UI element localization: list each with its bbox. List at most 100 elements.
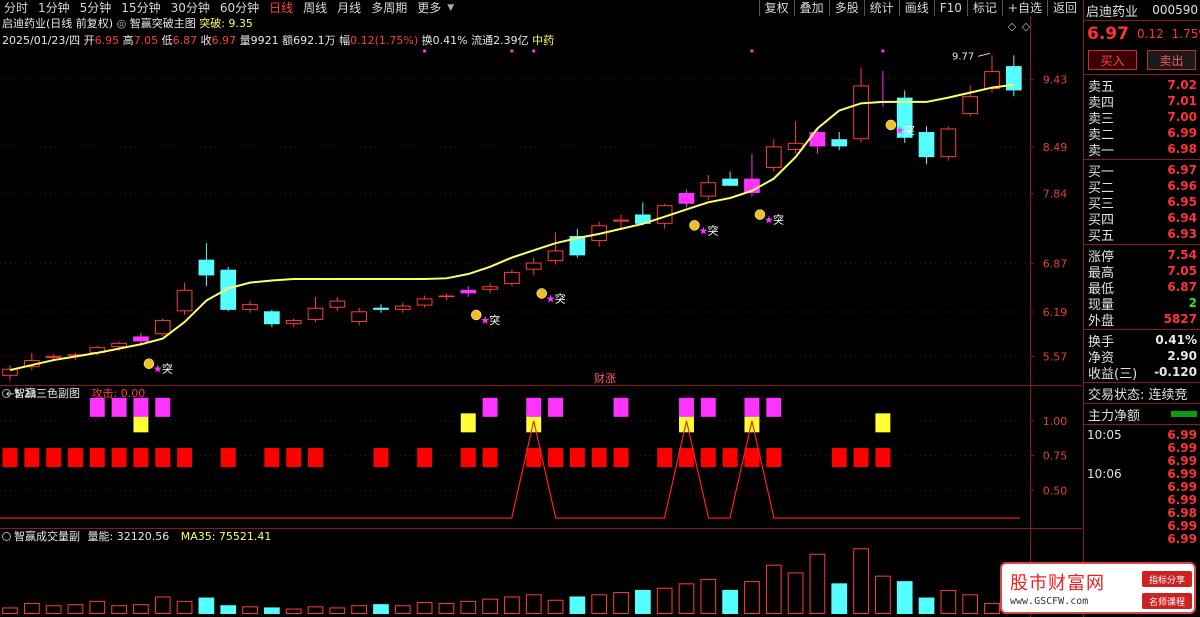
yellow-block [875, 413, 891, 433]
red-block [766, 448, 782, 468]
toolbar-button[interactable]: 叠加 [793, 0, 829, 16]
turnover-label: 换 [421, 34, 433, 47]
subchart1-title[interactable]: 智赢三色副图 [14, 387, 80, 400]
period-tab[interactable]: 30分钟 [170, 1, 210, 15]
bid-value: 6.96 [1167, 179, 1197, 193]
period-tab[interactable]: 60分钟 [219, 1, 260, 15]
toolbar-button[interactable]: 多股 [828, 0, 864, 16]
bid-label: 买一 [1088, 164, 1115, 180]
toolbar-button[interactable]: +自选 [1001, 0, 1047, 16]
high-pointer [977, 52, 991, 57]
bid-row[interactable]: 买四 6.94 [1084, 210, 1200, 228]
stat-row[interactable]: 最低 6.87 [1084, 279, 1200, 297]
red-block [548, 448, 564, 468]
red-block [68, 448, 83, 468]
tick-row: 10:05 6.99 [1084, 428, 1200, 442]
quote-panel: 启迪药业 000590 6.97 0.12 1.75% 买入 卖出 卖五 7.02… [1083, 0, 1200, 617]
stat-label: 现量 [1088, 297, 1115, 313]
ask-value: 6.98 [1167, 142, 1197, 156]
period-tab[interactable]: 月线 [337, 1, 362, 15]
fund-value: 2.90 [1167, 349, 1197, 363]
candle-body [613, 219, 629, 222]
marker-dot [532, 49, 536, 53]
sell-button[interactable]: 卖出 [1147, 50, 1196, 70]
candle-body [198, 259, 215, 276]
red-block [700, 448, 716, 468]
buy-button[interactable]: 买入 [1088, 50, 1137, 70]
stat-value: 6.87 [1167, 280, 1197, 294]
red-block [875, 448, 891, 468]
toolbar-button[interactable]: 画线 [898, 0, 934, 16]
stat-row[interactable]: 现量 2 [1084, 295, 1200, 313]
ask-row[interactable]: 卖一 6.98 [1084, 141, 1200, 159]
candle-body [504, 271, 520, 285]
volume-value: 9921 [250, 34, 279, 47]
tick-time: 10:06 [1087, 466, 1122, 481]
fund-row[interactable]: 换手 0.41% [1084, 332, 1200, 350]
tick-list[interactable]: 10:05 6.99 6.99 6.99 10:06 6.99 6.99 6.99 6.98 6.… [1084, 424, 1200, 546]
candle-body [722, 178, 738, 186]
bid-row[interactable]: 买三 6.95 [1084, 194, 1200, 212]
ask-row[interactable]: 卖四 7.01 [1084, 93, 1200, 111]
ask-row[interactable]: 卖三 7.00 [1084, 109, 1200, 127]
stat-row[interactable]: 涨停 7.54 [1084, 247, 1200, 265]
fund-row[interactable]: 收益(三) -0.120 [1084, 364, 1200, 382]
stat-label: 涨停 [1088, 249, 1115, 265]
toolbar-button[interactable]: 返回 [1046, 0, 1082, 16]
diamond-icon: ◇ [1008, 20, 1017, 33]
subchart2-title[interactable]: 智赢成交量副 [14, 530, 80, 543]
tick-row: 6.99 [1084, 493, 1200, 507]
trade-status: 交易状态: 连续竞 [1088, 387, 1188, 403]
bid-row[interactable]: 买二 6.96 [1084, 178, 1200, 196]
candle-body [329, 300, 346, 308]
toolbar-button[interactable]: 标记 [966, 0, 1002, 16]
candle-body [547, 250, 564, 262]
toolbar-button[interactable]: F10 [933, 0, 967, 16]
bid-row[interactable]: 买五 6.93 [1084, 226, 1200, 244]
signal-label: 突 [162, 362, 173, 376]
money-bag-icon [536, 288, 547, 299]
red-block [591, 448, 607, 468]
candle-body [525, 262, 542, 270]
period-tab[interactable]: 多周期 [371, 1, 408, 15]
period-tab[interactable]: 日线 [269, 1, 294, 15]
stat-row[interactable]: 外盘 5827 [1084, 311, 1200, 329]
star-icon: ★ [698, 224, 708, 237]
period-tab[interactable]: 分时 [4, 1, 29, 15]
indicator-circle-icon[interactable]: ◎ [116, 17, 127, 30]
subchart2-circle-icon[interactable] [2, 532, 11, 541]
candle-body [351, 311, 368, 323]
ma-line [9, 83, 1014, 372]
magenta-block [679, 397, 694, 417]
toolbar-button[interactable]: 统计 [863, 0, 899, 16]
chart-canvas[interactable]: 9.438.497.846.876.195.57★ 突★ 突★ 突★ 突★ 突★ 突9.77… [0, 0, 1082, 617]
chevron-down-icon[interactable]: ▼ [447, 3, 455, 13]
y-tick-label: 7.84 [1043, 188, 1068, 201]
indicator-title[interactable]: 智赢突破主图 [129, 17, 196, 30]
toolbar-button[interactable]: 复权 [758, 0, 794, 16]
period-tab[interactable]: 1分钟 [38, 1, 70, 15]
bid-row[interactable]: 买一 6.97 [1084, 162, 1200, 180]
main-net-row[interactable]: 主力净额 [1084, 406, 1200, 424]
volume-bar [678, 583, 695, 614]
signal-label: 突 [489, 313, 500, 327]
stock-title: 启迪药业(日线 前复权) [2, 17, 114, 30]
ohlc-row: 2025/01/23/四 开6.95 高7.05 低6.87 收6.97 量99… [2, 33, 554, 48]
tick-row: 6.99 [1084, 480, 1200, 494]
period-tab[interactable]: 周线 [303, 1, 328, 15]
tick-price: 6.99 [1167, 518, 1197, 533]
star-icon: ★ [153, 363, 163, 376]
stat-row[interactable]: 最高 7.05 [1084, 263, 1200, 281]
volume-bar [591, 594, 608, 614]
float-label: 流通 [471, 34, 494, 47]
ask-row[interactable]: 卖五 7.02 [1084, 77, 1200, 95]
ask-row[interactable]: 卖二 6.99 [1084, 125, 1200, 143]
subchart1-circle-icon[interactable] [2, 389, 11, 398]
open-label: 开 [83, 34, 95, 47]
turnover-value: 0.41% [432, 34, 468, 47]
candle-body [896, 97, 913, 138]
fund-row[interactable]: 净资 2.90 [1084, 348, 1200, 366]
period-tab[interactable]: 5分钟 [79, 1, 112, 15]
period-tab[interactable]: 15分钟 [121, 1, 161, 15]
period-tab[interactable]: 更多 [417, 1, 442, 15]
